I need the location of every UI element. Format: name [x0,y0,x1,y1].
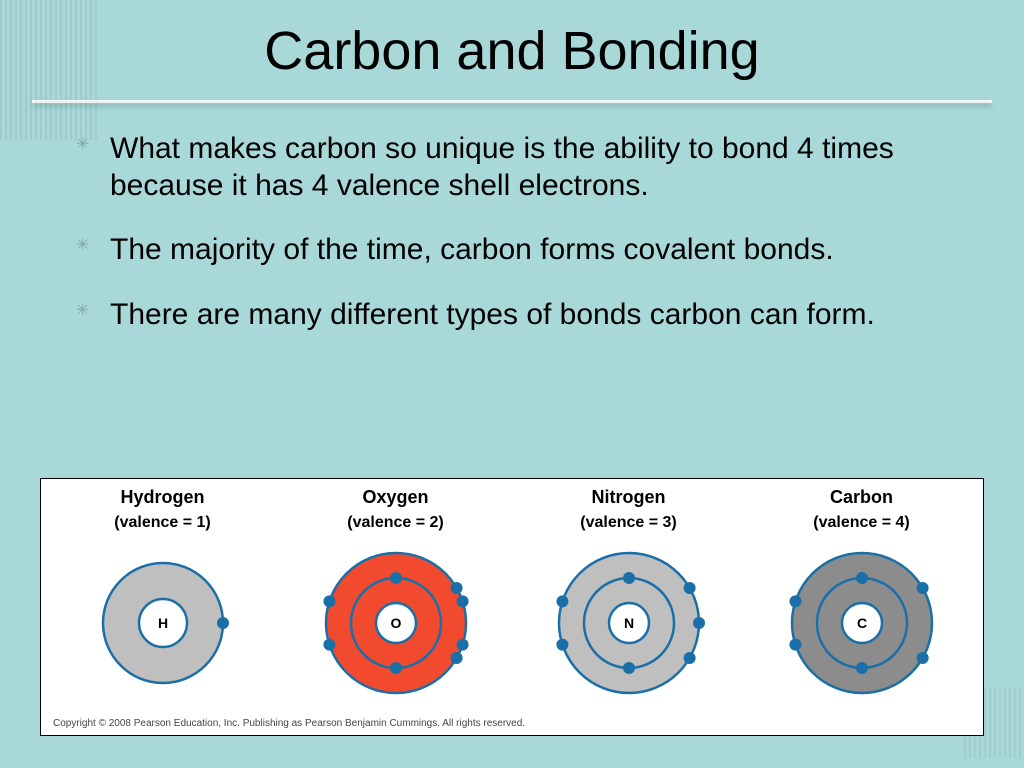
atom-diagram: C [750,538,973,708]
atom-name-label: Carbon [750,487,973,508]
svg-text:H: H [157,615,167,631]
atom-valence-label: (valence = 3) [517,514,740,532]
atoms-row: Hydrogen (valence = 1) H Oxygen (valence = 2… [51,487,973,708]
atom-column: Hydrogen (valence = 1) H [51,487,274,708]
atom-valence-label: (valence = 4) [750,514,973,532]
bullet-list: What makes carbon so unique is the abili… [110,131,964,333]
title-divider [32,100,992,103]
atom-name-label: Oxygen [284,487,507,508]
slide-title: Carbon and Bonding [0,0,1024,82]
bullet-item: The majority of the time, carbon forms c… [110,232,964,269]
figure-copyright: Copyright © 2008 Pearson Education, Inc.… [53,718,525,729]
atom-diagram: N [517,538,740,708]
bullet-item: There are many different types of bonds … [110,297,964,334]
atom-column: Oxygen (valence = 2) O [284,487,507,708]
atom-name-label: Hydrogen [51,487,274,508]
bullet-item: What makes carbon so unique is the abili… [110,131,964,204]
valence-figure: Hydrogen (valence = 1) H Oxygen (valence = 2… [40,478,984,736]
atom-name-label: Nitrogen [517,487,740,508]
svg-text:N: N [623,615,633,631]
atom-diagram: H [51,538,274,708]
decorative-texture-left [0,0,100,140]
atom-column: Nitrogen (valence = 3) N [517,487,740,708]
svg-text:O: O [390,615,401,631]
atom-valence-label: (valence = 1) [51,514,274,532]
svg-text:C: C [856,615,866,631]
atom-valence-label: (valence = 2) [284,514,507,532]
atom-diagram: O [284,538,507,708]
atom-column: Carbon (valence = 4) C [750,487,973,708]
